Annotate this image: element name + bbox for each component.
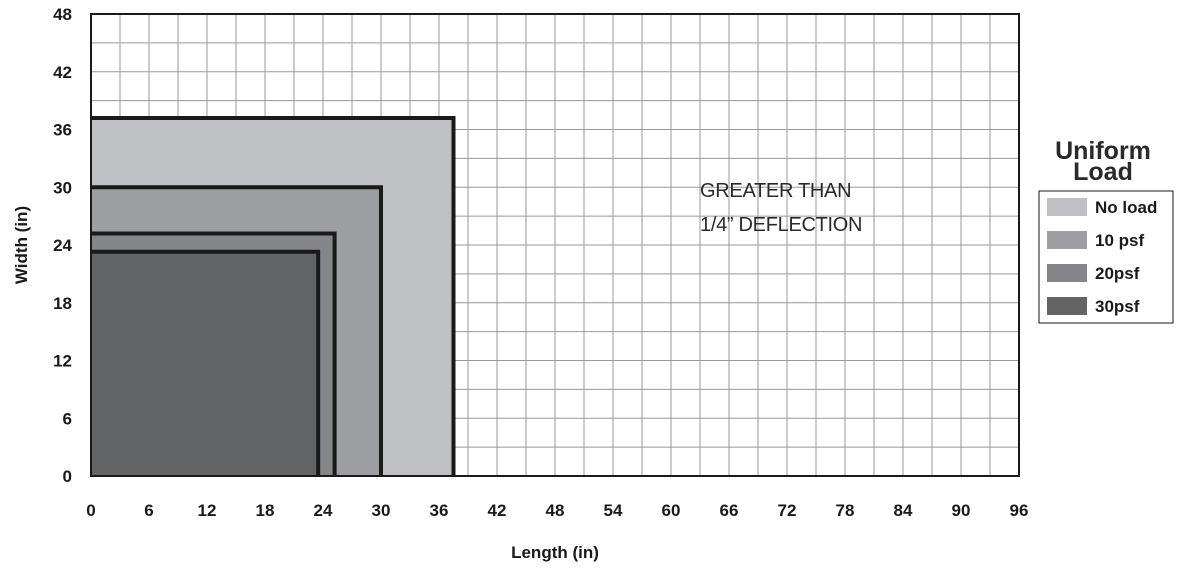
y-tick-label: 36 (53, 121, 72, 140)
x-tick-label: 48 (546, 501, 565, 520)
y-axis-title: Width (in) (12, 206, 31, 284)
legend-title-line-2: Load (1073, 158, 1133, 186)
x-tick-label: 18 (256, 501, 275, 520)
legend-label: 30psf (1095, 297, 1140, 316)
y-tick-label: 0 (63, 467, 72, 486)
legend-items: No load 10 psf 20psf 30psf (1047, 198, 1157, 316)
region-boundary-2 (91, 185, 383, 476)
region-4 (91, 251, 319, 476)
y-tick-label: 24 (53, 236, 72, 255)
x-tick-label: 6 (144, 501, 153, 520)
legend-label: 10 psf (1095, 231, 1144, 250)
y-tick-label: 12 (53, 352, 72, 371)
y-tick-label: 18 (53, 294, 72, 313)
x-axis-title: Length (in) (511, 543, 599, 562)
legend-label: 20psf (1095, 264, 1140, 283)
x-tick-labels: 0 6 12 18 24 30 36 42 48 54 60 66 72 78 84 90 96 (86, 501, 1028, 520)
y-tick-labels: 0 6 12 18 24 30 36 42 48 (53, 5, 72, 486)
y-tick-label: 48 (53, 5, 72, 24)
x-tick-label: 36 (430, 501, 449, 520)
region-boundary-4 (91, 249, 321, 476)
plot-frame (90, 13, 1020, 477)
load-regions (91, 115, 456, 476)
x-tick-label: 84 (894, 501, 913, 520)
legend: Uniform Load No load 10 psf 20psf 30psf (1038, 137, 1174, 324)
x-tick-label: 90 (952, 501, 971, 520)
legend-swatch (1047, 198, 1087, 216)
legend-label: No load (1095, 198, 1157, 217)
legend-swatch (1047, 231, 1087, 249)
annotation-line-2: 1/4” DEFLECTION (700, 214, 862, 236)
x-tick-label: 0 (86, 501, 95, 520)
legend-swatch (1047, 264, 1087, 282)
legend-title-line-1: Uniform (1055, 137, 1151, 165)
region-boundary-3 (91, 231, 337, 476)
y-tick-label: 6 (63, 409, 72, 428)
x-tick-label: 78 (836, 501, 855, 520)
x-tick-label: 54 (604, 501, 623, 520)
y-tick-label: 30 (53, 178, 72, 197)
region-boundary-1 (91, 115, 456, 476)
x-tick-label: 96 (1010, 501, 1029, 520)
x-tick-label: 42 (488, 501, 507, 520)
x-tick-label: 24 (314, 501, 333, 520)
grid-lines (91, 14, 1019, 476)
annotation-line-1: GREATER THAN (700, 180, 851, 202)
x-tick-label: 12 (198, 501, 217, 520)
y-tick-label: 42 (53, 63, 72, 82)
x-tick-label: 72 (778, 501, 797, 520)
legend-swatch (1047, 297, 1087, 315)
x-tick-label: 60 (662, 501, 681, 520)
x-tick-label: 66 (720, 501, 739, 520)
x-tick-label: 30 (372, 501, 391, 520)
